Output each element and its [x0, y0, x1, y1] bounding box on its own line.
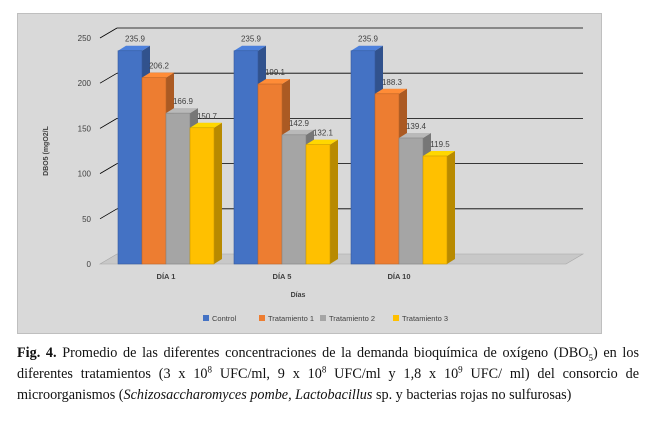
legend-label: Tratamiento 2	[329, 314, 375, 323]
gridline-side	[99, 163, 118, 174]
legend-label: Tratamiento 1	[268, 314, 314, 323]
figure-caption: Fig. 4. Promedio de las diferentes conce…	[17, 343, 639, 406]
legend-swatch	[320, 315, 326, 321]
data-label: 139.4	[406, 122, 427, 131]
gridline-side	[99, 27, 118, 39]
bar-top	[423, 150, 455, 156]
caption-text-1: Promedio de las diferentes concentracion…	[56, 345, 589, 361]
data-label: 119.5	[430, 140, 450, 149]
caption-subscript-5: 5	[588, 352, 594, 363]
bar-side	[330, 139, 338, 264]
bar-top	[306, 139, 338, 145]
legend-label: Tratamiento 3	[402, 314, 448, 323]
data-label: 199.1	[265, 68, 286, 77]
x-tick-label: DÍA 1	[157, 272, 176, 281]
data-label: 142.9	[289, 119, 310, 128]
data-label: 235.9	[125, 35, 146, 44]
bar-side	[214, 122, 222, 264]
y-tick-label: 200	[78, 79, 92, 88]
bar-top	[190, 122, 222, 128]
data-label: 206.2	[149, 62, 170, 71]
data-label: 235.9	[358, 35, 379, 44]
caption-text-3: UFC/ml, 9 x 10	[212, 366, 322, 382]
y-tick-label: 0	[87, 260, 92, 269]
bar	[257, 83, 283, 265]
bar	[281, 134, 307, 265]
caption-superscript-1: 8	[207, 364, 213, 375]
bar	[141, 77, 167, 265]
x-tick-label: DÍA 5	[273, 272, 292, 281]
chart-area: 0 50 100 150 200 250 235.9 206.2 166.9 150.7 DÍA 1…	[17, 13, 602, 334]
y-tick-label: 250	[78, 34, 92, 43]
bar	[117, 50, 143, 265]
caption-text-4: UFC/ml y 1,8 x 10	[326, 366, 459, 382]
bar	[189, 127, 215, 265]
caption-text-5: UFC/ ml) del consorcio de microorganismo…	[17, 366, 639, 403]
y-tick-label: 150	[78, 124, 92, 133]
x-tick-label: DÍA 10	[387, 272, 410, 281]
bar-side	[447, 150, 455, 264]
legend-swatch	[393, 315, 399, 321]
bar	[374, 93, 400, 265]
gridline-side	[99, 72, 118, 84]
gridline-side	[99, 208, 118, 220]
bar	[165, 112, 191, 265]
bar	[422, 155, 448, 265]
bar	[350, 50, 376, 265]
data-label: 188.3	[382, 78, 403, 87]
data-label: 132.1	[313, 129, 334, 138]
bar-top	[234, 45, 266, 51]
x-axis-title: Días	[291, 292, 306, 299]
y-axis-title: DBO5 (mgO2/L	[43, 125, 50, 176]
bar-top	[375, 88, 407, 94]
data-label: 150.7	[197, 112, 218, 121]
legend-swatch	[259, 315, 265, 321]
legend-swatch	[203, 315, 209, 321]
caption-superscript-3: 9	[458, 364, 463, 375]
bar-top	[142, 72, 174, 78]
data-label: 235.9	[241, 35, 262, 44]
y-tick-label: 50	[82, 215, 91, 224]
bar	[305, 144, 331, 265]
legend-label: Control	[212, 314, 237, 323]
gridline-side	[99, 118, 118, 129]
caption-text-2: ) en los diferentes tratamientos (3 x 10	[17, 345, 639, 382]
bar	[233, 50, 259, 265]
caption-species-italic: Schizosaccharomyces pombe, Lactobacillus	[123, 387, 373, 403]
bar-top	[282, 129, 314, 135]
bar-top	[399, 132, 431, 138]
bar-top	[166, 108, 198, 114]
data-label: 166.9	[173, 97, 194, 106]
bar-top	[118, 45, 150, 51]
caption-text-6: sp. y bacterias rojas no sulfurosas)	[372, 387, 572, 403]
bar-top	[258, 79, 290, 85]
bar-top	[351, 45, 383, 51]
caption-label: Fig. 4.	[17, 345, 57, 361]
caption-superscript-2: 8	[321, 364, 327, 375]
bar	[398, 137, 424, 265]
y-tick-label: 100	[78, 170, 92, 179]
